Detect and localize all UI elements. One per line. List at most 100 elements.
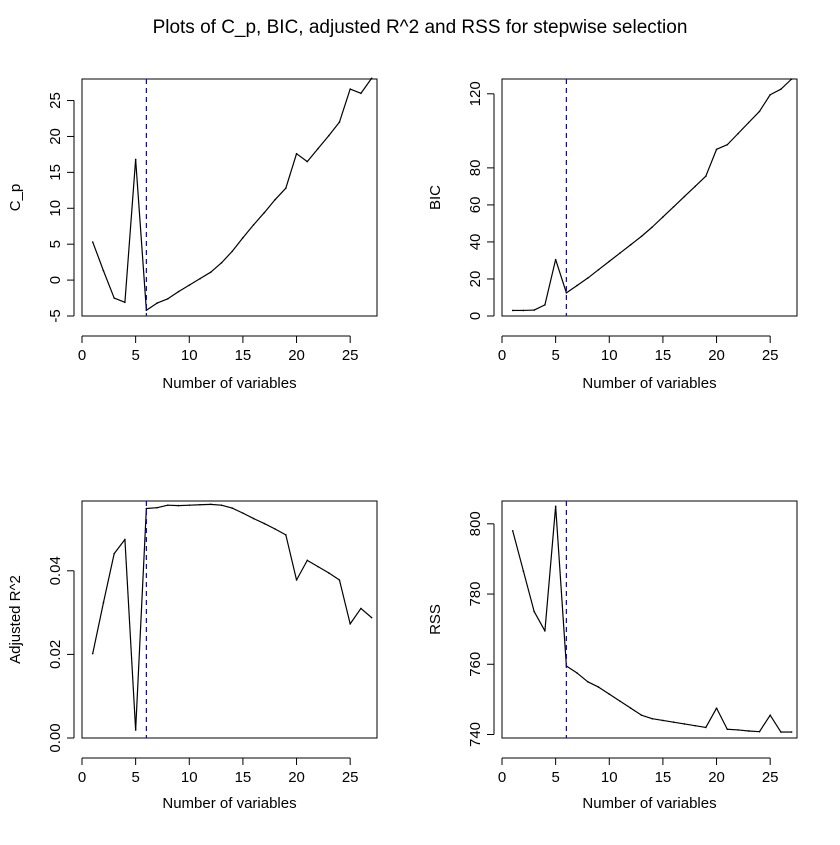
data-point [630,244,632,246]
series-line-segment [513,531,524,571]
data-point [328,135,330,137]
series-line-segment [114,539,125,553]
y-tick-label: 0 [467,312,484,320]
series-line-segment [339,580,350,624]
data-point [651,226,653,228]
series-line-segment [93,242,104,271]
series-line-segment [566,285,577,292]
series-line-segment [738,123,749,134]
x-tick-label: 15 [655,347,672,364]
data-point [156,302,158,304]
data-point [576,672,578,674]
data-point [135,159,137,161]
y-tick-label: 800 [467,511,484,536]
y-tick-label: 40 [467,234,484,251]
data-point [264,212,266,214]
y-axis-label: Adjusted R^2 [7,575,24,664]
data-point [726,728,728,730]
data-point [694,725,696,727]
series-line-segment [103,271,114,298]
series-line-segment [136,509,147,731]
data-point [512,310,514,312]
data-point [285,187,287,189]
series-line-segment [329,573,340,580]
data-point [523,310,525,312]
data-point [769,714,771,716]
data-point [221,504,223,506]
data-point [780,88,782,90]
data-point [167,298,169,300]
data-point [619,252,621,254]
data-point [651,718,653,720]
data-point [598,269,600,271]
x-axis-label: Number of variables [582,375,716,392]
data-point [339,121,341,123]
series-line-segment [652,719,663,721]
data-point [360,93,362,95]
y-axis-label: BIC [427,185,444,210]
series-line-segment [168,292,179,299]
x-axis-label: Number of variables [582,795,716,812]
data-point [296,579,298,581]
data-point [253,518,255,520]
series-line-segment [759,95,770,112]
y-tick-label: -5 [47,309,64,322]
series-line-segment [211,263,222,272]
series-line-segment [232,238,243,252]
y-tick-label: 20 [47,128,64,145]
y-tick-label: 25 [47,92,64,109]
series-line-segment [339,89,350,122]
series-line-segment [588,682,599,687]
series-line-segment [350,89,361,93]
y-tick-label: 0.00 [47,723,64,752]
y-tick-label: 780 [467,582,484,607]
data-point [328,572,330,574]
data-point [791,78,793,80]
series-line-segment [749,111,760,122]
series-line-segment [738,730,749,731]
data-point [113,297,115,299]
data-point [124,302,126,304]
series-line-segment [631,236,642,244]
series-line-segment [641,227,652,236]
data-point [619,700,621,702]
data-point [662,720,664,722]
data-point [113,553,115,555]
series-line-segment [103,554,114,603]
x-tick-label: 25 [342,347,359,364]
x-tick-label: 0 [78,769,86,786]
series-line-segment [599,261,610,269]
series-line-segment [297,560,308,580]
series-line-segment [286,535,297,580]
y-tick-label: 20 [467,271,484,288]
data-point [587,277,589,279]
data-point [146,508,148,510]
data-point [555,505,557,507]
series-line-segment [146,508,157,509]
series-line-segment [243,513,254,518]
data-point [349,623,351,625]
plot-frame [82,501,377,738]
y-axis-label: RSS [427,604,444,635]
data-point [523,570,525,572]
data-point [146,309,148,311]
x-tick-label: 10 [601,769,618,786]
series-line-segment [759,715,770,732]
series-line-segment [717,145,728,150]
data-point [306,560,308,562]
series-line-segment [125,539,136,730]
data-point [156,507,158,509]
series-line-segment [556,260,567,293]
series-line-segment [125,159,136,302]
data-point [759,731,761,733]
series-line-segment [620,701,631,708]
data-point [726,144,728,146]
x-tick-label: 5 [551,769,559,786]
series-line-segment [588,270,599,278]
series-line-segment [114,298,125,302]
x-tick-label: 25 [762,347,779,364]
data-point [544,304,546,306]
data-point [231,507,233,509]
y-tick-label: 0 [47,276,64,284]
